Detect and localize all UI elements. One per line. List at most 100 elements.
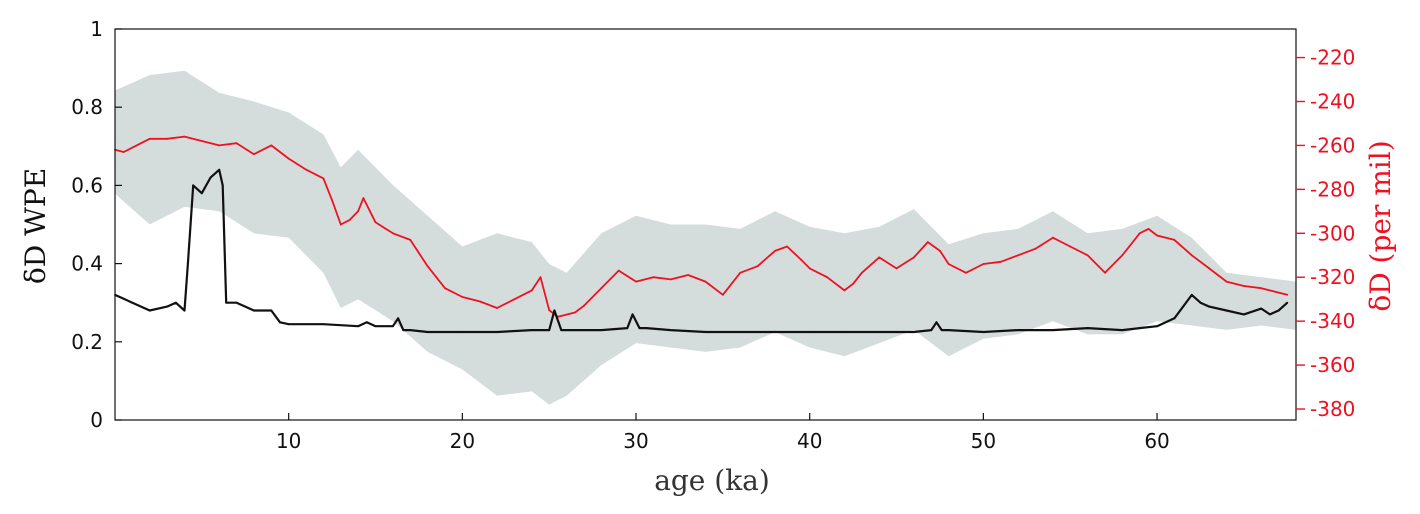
left-y-tick-label: 0.8: [71, 95, 103, 119]
wpe-data-point: [461, 331, 464, 333]
wpe-data-point: [279, 321, 281, 324]
deltaD-data-point: [513, 298, 516, 301]
deltaD-data-point: [1277, 291, 1280, 294]
deltaD-data-point: [1069, 245, 1072, 248]
wpe-data-point: [235, 301, 238, 304]
deltaD-data-point: [1034, 247, 1037, 250]
wpe-data-point: [645, 327, 648, 329]
x-tick-label: 20: [450, 429, 475, 453]
deltaD-data-point: [687, 274, 689, 276]
left-y-tick-label: 0: [90, 408, 103, 432]
deltaD-data-point: [999, 260, 1002, 263]
deltaD-data-point: [548, 309, 551, 312]
wpe-data-point: [565, 329, 568, 331]
wpe-data-point: [1182, 305, 1184, 308]
wpe-data-point: [322, 323, 325, 326]
deltaD-data-point: [374, 221, 377, 224]
wpe-data-point: [122, 297, 125, 300]
right-y-tick-label: -380: [1310, 397, 1355, 421]
deltaD-data-point: [539, 276, 542, 279]
wpe-data-point: [560, 329, 563, 331]
wpe-data-point: [174, 301, 177, 304]
wpe-data-point: [187, 262, 189, 265]
right-y-tick-label: -340: [1310, 309, 1355, 333]
x-tick-label: 40: [797, 429, 822, 453]
x-axis-title: age (ka): [654, 464, 770, 497]
wpe-data-point: [209, 176, 212, 179]
deltaD-data-point: [444, 287, 446, 290]
wpe-data-point: [1277, 309, 1280, 312]
wpe-data-point: [225, 301, 228, 304]
deltaD-data-point: [852, 282, 854, 285]
deltaD-data-point: [496, 307, 498, 309]
wpe-data-point: [183, 309, 186, 312]
deltaD-data-point: [1147, 228, 1150, 230]
deltaD-data-point: [122, 151, 125, 153]
wpe-data-point: [808, 331, 811, 333]
deltaD-data-point: [1086, 254, 1089, 257]
deltaD-data-point: [926, 241, 929, 244]
deltaD-uncertainty-band: [115, 70, 1296, 405]
wpe-data-point: [878, 331, 881, 333]
wpe-data-point: [426, 331, 429, 333]
wpe-data-point: [947, 329, 950, 331]
wpe-data-point: [1052, 329, 1054, 331]
deltaD-data-point: [704, 280, 707, 283]
deltaD-data-point: [305, 168, 307, 171]
wpe-data-point: [553, 309, 556, 312]
deltaD-data-point: [392, 232, 394, 235]
deltaD-data-point: [756, 265, 759, 268]
wpe-series-line: [114, 168, 1289, 334]
wpe-data-point: [704, 331, 707, 333]
right-y-axis-title: δD (per mil): [1364, 140, 1397, 311]
left-y-tick-label: 0.6: [71, 173, 103, 197]
wpe-data-point: [1260, 307, 1263, 310]
deltaD-data-point: [1286, 293, 1289, 296]
deltaD-data-point: [947, 263, 950, 265]
deltaD-data-point: [617, 269, 620, 272]
deltaD-data-point: [426, 265, 429, 268]
wpe-data-point: [200, 192, 203, 195]
wpe-data-point: [397, 317, 399, 320]
left-y-tick-label: 0.2: [71, 330, 103, 354]
wpe-data-point: [626, 327, 629, 329]
wpe-data-point: [392, 325, 394, 328]
deltaD-data-point: [635, 280, 637, 283]
deltaD-data-point: [357, 210, 359, 213]
deltaD-data-point: [1190, 254, 1193, 257]
deltaD-data-point: [235, 142, 238, 145]
deltaD-data-point: [331, 199, 333, 202]
plot-frame: [114, 28, 1297, 421]
x-tick-label: 50: [971, 429, 996, 453]
wpe-data-point: [1156, 325, 1158, 328]
deltaD-data-point: [843, 289, 846, 292]
deltaD-data-point: [362, 197, 365, 200]
wpe-data-point: [166, 305, 169, 308]
wpe-data-point: [940, 329, 943, 331]
wpe-data-point: [774, 331, 776, 333]
deltaD-data-point: [1173, 239, 1176, 241]
wpe-data-point: [631, 313, 634, 316]
deltaD-data-point: [895, 267, 898, 270]
deltaD-data-point: [939, 250, 941, 252]
deltaD-data-point: [1017, 254, 1019, 257]
right-y-tick-label: -320: [1310, 265, 1355, 289]
deltaD-data-point: [166, 137, 169, 140]
wpe-data-point: [409, 329, 412, 331]
x-tick-label: 60: [1144, 429, 1169, 453]
deltaD-data-point: [148, 137, 151, 140]
wpe-data-point: [1286, 301, 1289, 304]
wpe-data-point: [1243, 313, 1245, 316]
wpe-data-point: [221, 184, 224, 187]
wpe-data-point: [548, 329, 551, 331]
wpe-data-point: [1269, 313, 1271, 316]
deltaD-band-area: [115, 70, 1296, 405]
deltaD-data-point: [218, 144, 221, 147]
deltaD-data-point: [140, 142, 143, 145]
wpe-data-point: [1086, 327, 1089, 329]
deltaD-data-point: [1121, 254, 1124, 257]
wpe-data-point: [982, 331, 985, 333]
x-tick-label: 10: [276, 429, 301, 453]
deltaD-data-point: [1243, 285, 1245, 287]
